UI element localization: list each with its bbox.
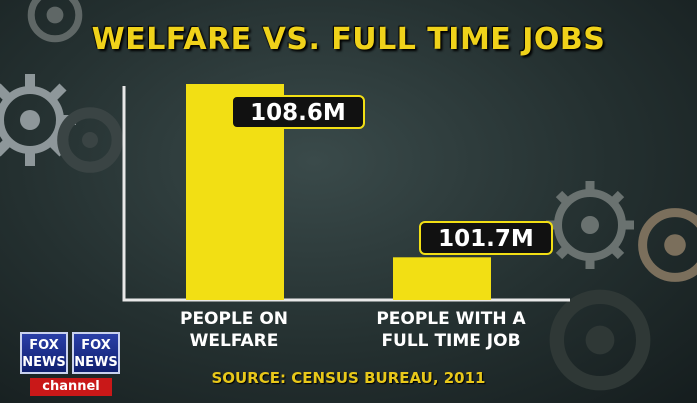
bar xyxy=(393,257,491,300)
data-label-box xyxy=(419,221,553,255)
category-label: PEOPLE ON xyxy=(180,309,288,329)
source-caption: SOURCE: CENSUS BUREAU, 2011 xyxy=(211,369,486,387)
fox-news-channel-logo: FOX NEWS FOX NEWS channel xyxy=(20,332,124,398)
category-label: PEOPLE WITH A xyxy=(376,309,526,329)
fox-news-logo-right: FOX NEWS xyxy=(72,332,120,374)
chart-title: WELFARE VS. FULL TIME JOBS xyxy=(91,22,606,57)
gear-icon xyxy=(546,181,634,269)
category-label: FULL TIME JOB xyxy=(381,331,520,351)
data-label: 108.6M xyxy=(250,100,346,126)
category-label: WELFARE xyxy=(190,331,279,351)
gear-icon xyxy=(57,107,123,173)
channel-label: channel xyxy=(30,378,112,396)
fox-news-logo-left: FOX NEWS xyxy=(20,332,68,374)
data-label-box xyxy=(231,95,365,129)
data-label: 101.7M xyxy=(438,226,534,252)
gear-icon xyxy=(638,208,697,282)
gear-icon xyxy=(27,0,83,43)
gear-icon xyxy=(549,289,651,391)
